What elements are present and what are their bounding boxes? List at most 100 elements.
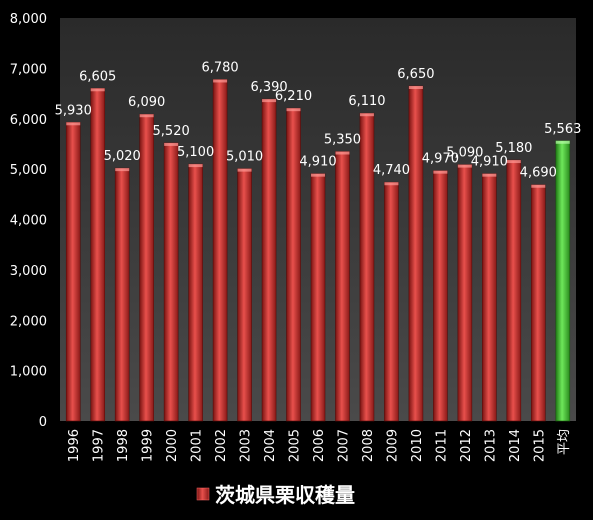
- y-tick-label: 6,000: [10, 113, 47, 128]
- x-tick-label: 2000: [165, 429, 180, 462]
- bar-cap: [311, 173, 325, 177]
- x-tick-label: 2002: [214, 429, 229, 462]
- bar-value-label: 4,910: [471, 155, 508, 170]
- bar-cap: [164, 142, 179, 146]
- x-axis: 1996 1997 1998 1999 2000 2001 2002 2003 2004 2005…: [67, 429, 572, 462]
- bar: [433, 170, 448, 422]
- bar-cap: [115, 168, 130, 172]
- y-tick-label: 4,000: [10, 214, 47, 229]
- bar: [482, 173, 497, 422]
- bar-value-label: 6,780: [201, 60, 238, 75]
- bar-cap: [506, 160, 521, 164]
- legend: 茨城県栗収穫量: [196, 483, 355, 507]
- x-tick-label: 2014: [508, 429, 523, 462]
- bar: [310, 173, 326, 422]
- x-tick-label: 2012: [459, 429, 474, 462]
- bar-value-label: 5,563: [544, 122, 581, 137]
- legend-swatch: [196, 487, 210, 501]
- bar: [384, 181, 399, 422]
- y-tick-label: 5,000: [10, 163, 47, 178]
- x-tick-label: 2015: [532, 429, 547, 462]
- bar-series: [65, 79, 571, 422]
- bar: [506, 159, 522, 422]
- bar-average: [555, 140, 571, 422]
- bar-value-label: 4,970: [422, 152, 459, 167]
- x-tick-label: 1997: [92, 429, 107, 462]
- bar-cap: [237, 168, 252, 172]
- x-tick-label: 2010: [410, 429, 425, 462]
- bar-cap: [384, 182, 399, 186]
- bar-cap: [457, 164, 472, 168]
- bar: [237, 168, 252, 422]
- bar-cap: [188, 164, 203, 168]
- data-labels: 5,930 6,605 5,020 6,090 5,520 5,100 6,780 5,010…: [55, 60, 582, 180]
- bar: [408, 85, 424, 422]
- bar-value-label: 6,390: [250, 80, 287, 95]
- bar-cap: [359, 113, 374, 117]
- bar-value-label: 5,100: [177, 145, 214, 160]
- bar: [114, 167, 130, 422]
- bar: [261, 98, 277, 422]
- bar: [188, 163, 203, 422]
- bar-cap: [531, 184, 546, 188]
- x-tick-label: 2008: [361, 429, 376, 462]
- bar-cap: [66, 122, 81, 126]
- bar: [212, 79, 228, 422]
- bar: [139, 113, 154, 422]
- bar-cap: [213, 79, 228, 83]
- x-tick-label: 2007: [336, 429, 351, 462]
- x-tick-label: 2013: [483, 429, 498, 462]
- bar-cap: [262, 99, 277, 103]
- bar-value-label: 5,930: [55, 103, 92, 118]
- bar-value-label: 5,180: [495, 141, 532, 156]
- x-tick-label: 2001: [190, 429, 205, 462]
- bar-cap: [555, 140, 570, 144]
- y-tick-label: 1,000: [10, 365, 47, 380]
- bar-cap: [90, 88, 105, 92]
- x-tick-label: 1996: [67, 429, 82, 462]
- bar-value-label: 6,210: [275, 89, 312, 104]
- y-axis: 0 1,000 2,000 3,000 4,000 5,000 6,000 7,000 8,00…: [10, 12, 47, 430]
- bar: [457, 164, 473, 422]
- bar-value-label: 6,605: [79, 69, 116, 84]
- bar-cap: [335, 151, 350, 155]
- bar-value-label: 5,010: [226, 150, 263, 165]
- x-tick-label: 平均: [557, 429, 572, 455]
- bar: [359, 112, 375, 422]
- bar: [90, 87, 106, 422]
- bar: [65, 121, 81, 422]
- bar-value-label: 6,110: [348, 94, 385, 109]
- bar-value-label: 6,090: [128, 95, 165, 110]
- bar-cap: [408, 86, 423, 90]
- x-tick-label: 2004: [263, 429, 278, 462]
- bar-value-label: 5,090: [446, 146, 483, 161]
- legend-label: 茨城県栗収穫量: [215, 483, 355, 507]
- bar-cap: [433, 170, 448, 174]
- y-tick-label: 8,000: [10, 12, 47, 27]
- x-tick-label: 2003: [239, 429, 254, 462]
- y-tick-label: 7,000: [10, 62, 47, 77]
- bar-value-label: 5,520: [153, 124, 190, 139]
- bar: [335, 151, 350, 422]
- y-tick-label: 0: [39, 415, 47, 430]
- bar-value-label: 4,740: [373, 163, 410, 178]
- bar-value-label: 5,020: [104, 149, 141, 164]
- bar: [163, 142, 179, 422]
- x-tick-label: 2009: [385, 429, 400, 462]
- bar-value-label: 5,350: [324, 132, 361, 147]
- bar-value-label: 4,910: [299, 155, 336, 170]
- bar-cap: [139, 114, 154, 118]
- y-tick-label: 3,000: [10, 264, 47, 279]
- x-tick-label: 2011: [434, 429, 449, 462]
- x-tick-label: 1998: [116, 429, 131, 462]
- bar-cap: [286, 108, 301, 112]
- x-tick-label: 2006: [312, 429, 327, 462]
- x-tick-label: 1999: [141, 429, 156, 462]
- bar-value-label: 6,650: [397, 67, 434, 82]
- y-tick-label: 2,000: [10, 314, 47, 329]
- bar-value-label: 4,690: [520, 166, 557, 181]
- bar: [530, 184, 546, 422]
- bar-cap: [482, 173, 497, 177]
